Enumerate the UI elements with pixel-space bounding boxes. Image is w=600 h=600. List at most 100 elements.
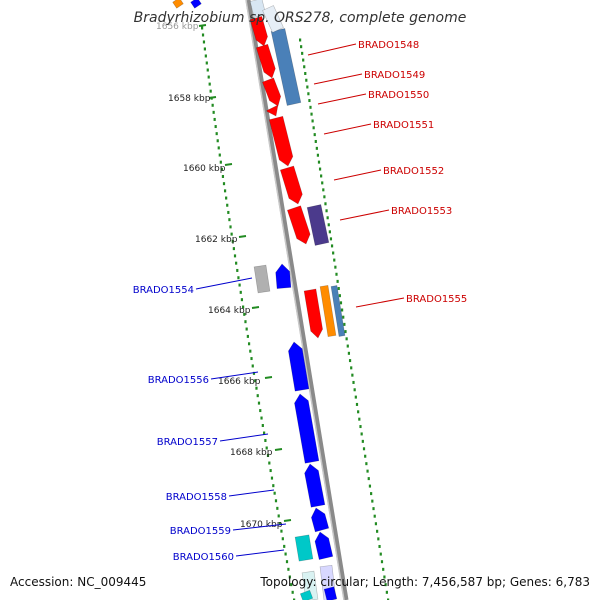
inner-dot: [209, 89, 212, 93]
leader-line: [307, 43, 357, 56]
outer-dot: [310, 112, 313, 116]
leader-line: [333, 169, 382, 181]
outer-dot: [385, 590, 388, 594]
outer-dot: [315, 146, 318, 150]
outer-dot: [301, 51, 304, 55]
outer-dot: [338, 294, 341, 298]
outer-dot: [361, 439, 364, 443]
inner-dot: [260, 416, 263, 420]
inner-dot: [256, 394, 259, 398]
inner-dot: [277, 514, 280, 518]
inner-dot: [208, 82, 211, 86]
gene-label-reverse: BRADO1560: [173, 552, 234, 563]
outer-dot: [367, 477, 370, 481]
outer-dot: [362, 447, 366, 451]
inner-dot: [217, 146, 220, 150]
outer-dot: [334, 265, 337, 269]
leader-line: [317, 93, 367, 105]
outer-dot: [373, 514, 376, 518]
inner-dot: [281, 537, 284, 541]
inner-dot: [255, 386, 258, 390]
gene-red: [286, 205, 311, 245]
outer-dot: [305, 78, 308, 82]
inner-dot: [265, 446, 268, 450]
inner-dot: [291, 590, 294, 594]
genome-backbone: [245, 0, 349, 600]
outer-dot: [330, 244, 334, 248]
inner-dot: [203, 47, 206, 51]
kbp-tick-mark: [274, 448, 283, 451]
outer-dot: [352, 380, 355, 384]
inner-dot: [259, 409, 262, 413]
gene-blue: [304, 463, 326, 508]
outer-dot: [339, 301, 343, 305]
inner-dot: [225, 196, 228, 200]
outer-dot: [354, 395, 357, 399]
outer-dot: [360, 432, 363, 436]
gene-steel: [270, 28, 302, 106]
outer-dot: [318, 167, 322, 171]
inner-dot: [218, 153, 221, 157]
kbp-tick-mark: [251, 306, 260, 309]
outer-dot: [387, 598, 390, 600]
kbp-tick-label: 1658 kbp: [168, 94, 211, 104]
inner-dot: [276, 506, 279, 510]
gene-label-forward: BRADO1548: [358, 40, 419, 51]
inner-dot: [212, 110, 215, 114]
inner-dot: [264, 438, 267, 442]
gene-red: [249, 15, 268, 47]
outer-dot: [324, 202, 327, 206]
inner-dot: [202, 40, 206, 44]
gene-red: [266, 104, 279, 117]
outer-dot: [341, 308, 344, 312]
inner-dot: [278, 522, 282, 526]
inner-dot: [237, 276, 240, 280]
inner-dot: [254, 379, 257, 383]
gene-label-forward: BRADO1555: [406, 294, 467, 305]
leader-line: [219, 433, 269, 442]
outer-dot: [312, 126, 315, 130]
inner-dot: [284, 552, 287, 556]
inner-tick-dots: [201, 26, 296, 600]
outer-dot: [327, 223, 330, 227]
inner-dot: [231, 239, 234, 243]
leader-line: [355, 297, 405, 308]
inner-dot: [232, 247, 235, 251]
gene-purple: [306, 204, 330, 246]
inner-dot: [201, 26, 204, 30]
outer-dot: [379, 552, 382, 556]
inner-dot: [270, 476, 274, 480]
inner-dot: [288, 575, 291, 579]
outer-dot: [380, 560, 384, 564]
outer-dot: [332, 251, 335, 255]
inner-dot: [207, 75, 210, 79]
kbp-tick-mark: [198, 24, 207, 27]
outer-dot: [343, 322, 346, 326]
outer-dot: [316, 153, 320, 157]
gene-blue: [294, 393, 320, 464]
outer-dot: [306, 85, 309, 89]
outer-dot: [313, 133, 316, 137]
outer-dot: [322, 188, 325, 192]
inner-dot: [220, 167, 223, 171]
outer-dot: [299, 38, 302, 42]
inner-dot: [226, 203, 229, 207]
inner-dot: [245, 327, 248, 331]
gene-label-reverse: BRADO1558: [166, 492, 227, 503]
inner-dot: [228, 218, 231, 222]
inner-dot: [274, 499, 278, 503]
outer-dot: [337, 287, 340, 291]
inner-dot: [239, 290, 242, 294]
outer-dot: [359, 425, 362, 429]
inner-dot: [249, 349, 252, 353]
outer-dot: [358, 417, 361, 421]
gene-blue: [275, 263, 292, 289]
outer-dot: [357, 410, 360, 414]
outer-dot: [353, 388, 356, 392]
gene-label-forward: BRADO1552: [383, 166, 444, 177]
outer-dot: [382, 567, 385, 571]
inner-dot: [213, 117, 216, 121]
gene-label-forward: BRADO1549: [364, 70, 425, 81]
inner-dot: [280, 529, 283, 533]
inner-dot: [261, 424, 264, 428]
